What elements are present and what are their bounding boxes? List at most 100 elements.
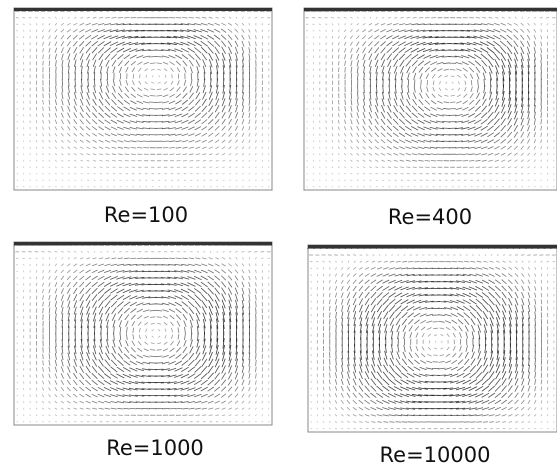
flow-arrow [229, 174, 231, 175]
flow-arrow [370, 85, 371, 93]
vector-plot [14, 8, 272, 190]
flow-arrow [256, 308, 257, 314]
flow-arrow [323, 267, 324, 269]
panel-label: Re=10000 [380, 443, 491, 467]
flow-arrow [323, 380, 324, 384]
figure: Re=100Re=400Re=1000Re=10000 [0, 0, 557, 468]
flow-arrow [23, 167, 24, 169]
flow-arrow [337, 18, 340, 19]
flow-arrow [249, 86, 250, 93]
flow-arrow [87, 167, 89, 168]
flow-arrow [369, 174, 371, 175]
flow-arrow [74, 174, 76, 175]
flow-arrow [125, 161, 129, 162]
flow-arrow [319, 187, 320, 188]
plot-frame [304, 8, 557, 190]
flow-arrow [317, 415, 318, 417]
flow-arrow [262, 167, 263, 169]
flow-arrow [149, 109, 156, 110]
flow-arrow [262, 187, 263, 188]
flow-arrow [541, 428, 543, 429]
flow-arrow [326, 127, 327, 130]
flow-arrow [326, 140, 327, 142]
panel-label: Re=100 [104, 203, 188, 227]
flow-arrow [427, 80, 428, 85]
flow-arrow [323, 300, 324, 304]
plot-frame [14, 242, 272, 425]
flow-arrow [124, 18, 130, 19]
flow-arrow [223, 174, 225, 175]
flow-arrow [489, 174, 492, 175]
flow-arrow [249, 257, 250, 259]
flow-arrow [433, 328, 438, 329]
flow-arrow [496, 174, 499, 175]
flow-arrow [410, 255, 412, 256]
flow-arrow [183, 161, 187, 162]
flow-arrow [541, 312, 542, 318]
flow-arrow [546, 18, 549, 19]
flow-arrow [262, 394, 263, 397]
flow-arrow [421, 80, 422, 86]
flow-arrow [317, 408, 318, 410]
flow-arrow [326, 43, 327, 46]
flow-arrow [541, 373, 542, 378]
flow-arrow [313, 173, 314, 175]
flow-arrow [202, 415, 206, 416]
vector-plot [14, 242, 272, 425]
flow-arrow [23, 187, 24, 188]
flow-arrow [338, 180, 340, 181]
flow-arrow [130, 408, 137, 409]
flow-arrow [36, 361, 37, 365]
flow-arrow [476, 18, 480, 19]
flow-arrow [344, 180, 346, 181]
flow-arrow [156, 109, 163, 110]
flow-arrow [131, 154, 136, 155]
flow-arrow [43, 61, 44, 66]
flow-arrow [36, 107, 37, 111]
flow-arrow [149, 102, 156, 103]
flow-arrow [56, 340, 57, 347]
flow-arrow [463, 161, 469, 162]
flow-arrow [484, 79, 485, 87]
flow-arrow [242, 180, 244, 181]
flow-arrow [106, 167, 109, 168]
flow-arrow [176, 154, 181, 155]
flow-arrow [451, 76, 455, 77]
flow-arrow [43, 93, 44, 98]
flow-arrow [203, 167, 206, 168]
flow-arrow [49, 180, 51, 181]
flow-arrow [320, 160, 321, 162]
flow-arrow [62, 174, 64, 175]
flow-arrow [437, 154, 444, 155]
flow-arrow [118, 18, 123, 19]
flow-arrow [313, 36, 314, 38]
flow-arrow [189, 18, 194, 19]
flow-arrow [425, 167, 429, 168]
flow-arrow [165, 75, 166, 78]
flow-arrow [547, 401, 548, 404]
flow-arrow [502, 174, 505, 175]
flow-arrow [435, 341, 436, 343]
flow-arrow [210, 167, 213, 168]
flow-arrow [388, 174, 391, 175]
flow-arrow [339, 100, 340, 105]
flow-arrow [413, 18, 417, 19]
flow-arrow [332, 61, 333, 65]
flow-arrow [137, 148, 143, 149]
flow-arrow [370, 17, 371, 19]
flow-arrow [541, 366, 542, 372]
flow-arrow [376, 174, 378, 175]
flow-arrow [94, 332, 95, 341]
flow-arrow [262, 160, 263, 162]
flow-arrow [477, 422, 482, 423]
flow-arrow [419, 18, 423, 19]
flow-arrow [469, 167, 473, 168]
flow-arrow [30, 140, 31, 142]
flow-arrow [478, 80, 479, 87]
flow-arrow [49, 86, 50, 92]
flow-arrow [450, 70, 455, 71]
flow-arrow [347, 255, 350, 256]
flow-arrow [451, 96, 455, 97]
flow-arrow [150, 96, 156, 97]
flow-arrow [156, 57, 163, 58]
